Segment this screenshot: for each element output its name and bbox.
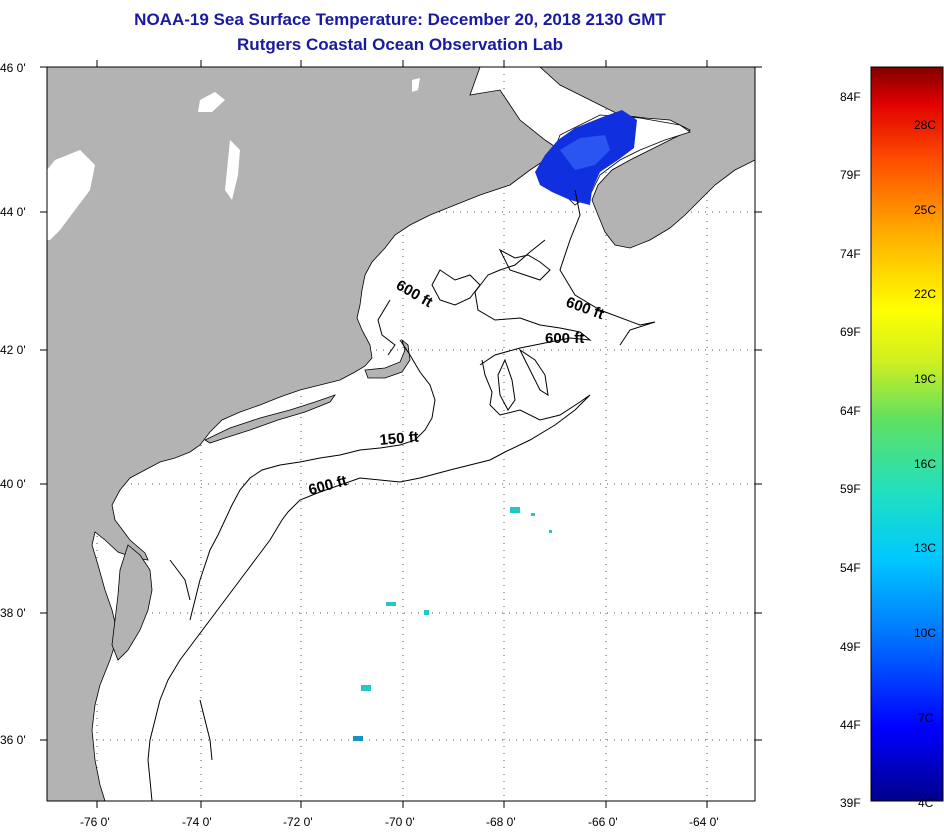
sst-patch-gulf-of-maine-light [560, 135, 610, 170]
lon-label-68: -68 0' [486, 815, 516, 829]
cb-f-79: 79F [840, 168, 861, 182]
inland-lakes [47, 78, 420, 240]
lat-label-44: 44 0' [0, 205, 26, 219]
cb-c-10: 10C [914, 626, 936, 640]
cb-c-28: 28C [914, 118, 936, 132]
lon-label-76: -76 0' [80, 815, 110, 829]
map-subtitle: Rutgers Coastal Ocean Observation Lab [237, 35, 563, 54]
land-cape-cod [364, 338, 411, 379]
lon-label-72: -72 0' [283, 815, 313, 829]
cb-c-13: 13C [914, 541, 936, 555]
cb-f-44: 44F [840, 718, 861, 732]
cb-c-7: 7C [918, 711, 934, 725]
contour-label-600ft-3: 600 ft [545, 330, 584, 347]
cb-f-84: 84F [840, 90, 861, 104]
lat-label-46: 46 0' [0, 61, 26, 75]
contour-label-150ft: 150 ft [379, 429, 420, 449]
cb-f-69: 69F [840, 325, 861, 339]
cb-f-49: 49F [840, 640, 861, 654]
cb-c-16: 16C [914, 457, 936, 471]
sst-offshore-patches [353, 507, 552, 741]
cb-f-64: 64F [840, 404, 861, 418]
land-us-mainland [46, 66, 561, 802]
cb-f-59: 59F [840, 482, 861, 496]
cb-c-4: 4C [918, 796, 934, 810]
axis-ticks [40, 60, 762, 808]
cb-f-54: 54F [840, 561, 861, 575]
cb-f-39: 39F [840, 796, 861, 810]
lon-label-66: -66 0' [588, 815, 618, 829]
cb-c-22: 22C [914, 287, 936, 301]
lon-label-74: -74 0' [182, 815, 212, 829]
cb-c-25: 25C [914, 203, 936, 217]
lat-label-36: 36 0' [0, 733, 26, 747]
map-frame [46, 66, 756, 802]
map-title: NOAA-19 Sea Surface Temperature: Decembe… [134, 10, 666, 29]
lat-label-38: 38 0' [0, 606, 26, 620]
lon-label-70: -70 0' [385, 815, 415, 829]
land-long-island [204, 394, 337, 444]
lon-label-64: -64 0' [689, 815, 719, 829]
cb-c-19: 19C [914, 372, 936, 386]
lat-label-40: 40 0' [0, 477, 26, 491]
lat-label-42: 42 0' [0, 343, 26, 357]
bathymetry-contours [147, 189, 656, 802]
land-delmarva [111, 544, 153, 661]
colorbar-gradient [870, 66, 944, 802]
cb-f-74: 74F [840, 247, 861, 261]
